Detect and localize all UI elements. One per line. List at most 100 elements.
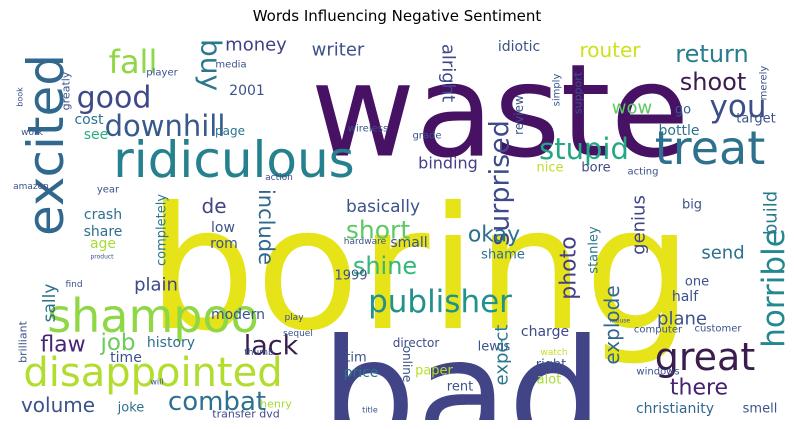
word-target: target — [736, 112, 776, 127]
word-price: price — [344, 365, 379, 381]
word-binding: binding — [418, 154, 478, 173]
word-basically: basically — [346, 197, 420, 217]
word-history: history — [147, 335, 195, 351]
word-smell: smell — [743, 402, 778, 417]
word-boring: boring — [148, 171, 693, 369]
word-player: player — [146, 68, 178, 79]
word-publisher: publisher — [368, 284, 512, 320]
word-see: see — [84, 127, 109, 143]
word-volume: volume — [21, 393, 95, 417]
word-ridiculous: ridiculous — [113, 131, 354, 189]
word-henry: henry — [260, 398, 292, 411]
word-half: half — [672, 289, 699, 305]
word-shoot: shoot — [680, 68, 747, 96]
word-director: director — [393, 336, 440, 350]
word-mouse: mouse — [610, 318, 630, 325]
word-waste: waste — [311, 38, 690, 187]
word-right: right — [536, 358, 567, 373]
word-downhill: downhill — [105, 109, 226, 143]
word-go: go — [675, 103, 691, 118]
word-de: de — [202, 194, 227, 218]
word-shampoo: shampoo — [47, 289, 259, 343]
chart-title: Words Influencing Negative Sentiment — [252, 7, 542, 25]
word-review: review — [512, 95, 526, 135]
word-computer: computer — [634, 325, 683, 336]
word-horrible: horrible — [756, 228, 786, 348]
word-nice: nice — [537, 161, 564, 176]
word-okay: okay — [468, 223, 520, 248]
word-sequel: sequel — [283, 329, 313, 339]
word-plain: plain — [134, 275, 178, 296]
word-low: low — [211, 220, 235, 236]
word-bad: bad — [321, 308, 603, 420]
word-great: great — [655, 335, 755, 379]
word-plane: plane — [657, 309, 707, 330]
word-cost: cost — [74, 112, 104, 128]
word-disappointed: disappointed — [23, 350, 282, 396]
word-money: money — [225, 35, 287, 56]
word-year: year — [97, 185, 120, 196]
word-wow: wow — [612, 98, 652, 119]
word-customer: customer — [694, 324, 742, 335]
word-one: one — [685, 275, 709, 290]
word-buy: buy — [195, 39, 228, 91]
word-cloud: boring waste bad ridiculous excited shampoo di… — [10, 34, 786, 420]
word-router: router — [579, 38, 641, 62]
word-rom: rom — [210, 236, 238, 252]
word-there: there — [670, 376, 728, 401]
word-return: return — [675, 40, 748, 68]
word-good: good — [77, 81, 152, 116]
word-find: find — [65, 280, 82, 290]
word-short: short — [346, 216, 410, 245]
word-small: small — [390, 235, 427, 251]
word-will: will — [150, 378, 163, 387]
word-genius: genius — [629, 195, 650, 255]
word-time: time — [110, 350, 142, 366]
word-bottle: bottle — [659, 123, 700, 139]
word-surprised: surprised — [485, 120, 516, 246]
word-hardware: hardware — [344, 237, 387, 247]
word-play: play — [284, 313, 304, 323]
word-alright: alright — [438, 44, 459, 102]
word-job: job — [99, 330, 135, 356]
word-you: you — [710, 89, 767, 125]
word-lewis: lewis — [478, 340, 511, 355]
word-lack: lack — [244, 331, 299, 362]
word-online: online — [400, 346, 414, 383]
word-windows: windows — [636, 367, 679, 378]
word-stanley: stanley — [587, 226, 602, 274]
word-shame: shame — [481, 248, 525, 263]
word-fall: fall — [109, 43, 158, 81]
word-product: product — [90, 254, 114, 261]
word-include: include — [254, 189, 278, 265]
word-photo: photo — [557, 236, 582, 299]
word-2001: 2001 — [229, 83, 265, 99]
word-completely: completely — [155, 194, 170, 266]
word-alot: alot — [537, 373, 562, 388]
word-paper: paper — [415, 364, 453, 379]
word-christianity: christianity — [636, 401, 714, 417]
word-send: send — [701, 243, 744, 264]
word-grade: grade — [412, 131, 441, 142]
word-media: media — [215, 60, 246, 71]
word-excited: excited — [17, 54, 75, 236]
word-page: page — [215, 124, 245, 138]
word-thumb: thumb — [244, 348, 274, 358]
word-stupid: stupid — [539, 132, 629, 166]
word-explode: explode — [600, 285, 624, 364]
word-acting: acting — [627, 167, 658, 178]
word-amazon: amazon — [13, 182, 49, 192]
word-modern: modern — [211, 307, 265, 323]
word-greatly: greatly — [60, 71, 73, 110]
word-sally: sally — [40, 284, 60, 323]
word-brilliant: brilliant — [17, 320, 30, 362]
word-work: work — [21, 128, 44, 138]
word-simply: simply — [552, 74, 563, 107]
word-writer: writer — [312, 40, 365, 61]
word-bore: bore — [581, 161, 610, 176]
word-idiotic: idiotic — [498, 39, 540, 55]
word-wireless: wireless — [348, 124, 388, 135]
word-title: title — [362, 406, 378, 415]
word-action: action — [265, 173, 293, 183]
